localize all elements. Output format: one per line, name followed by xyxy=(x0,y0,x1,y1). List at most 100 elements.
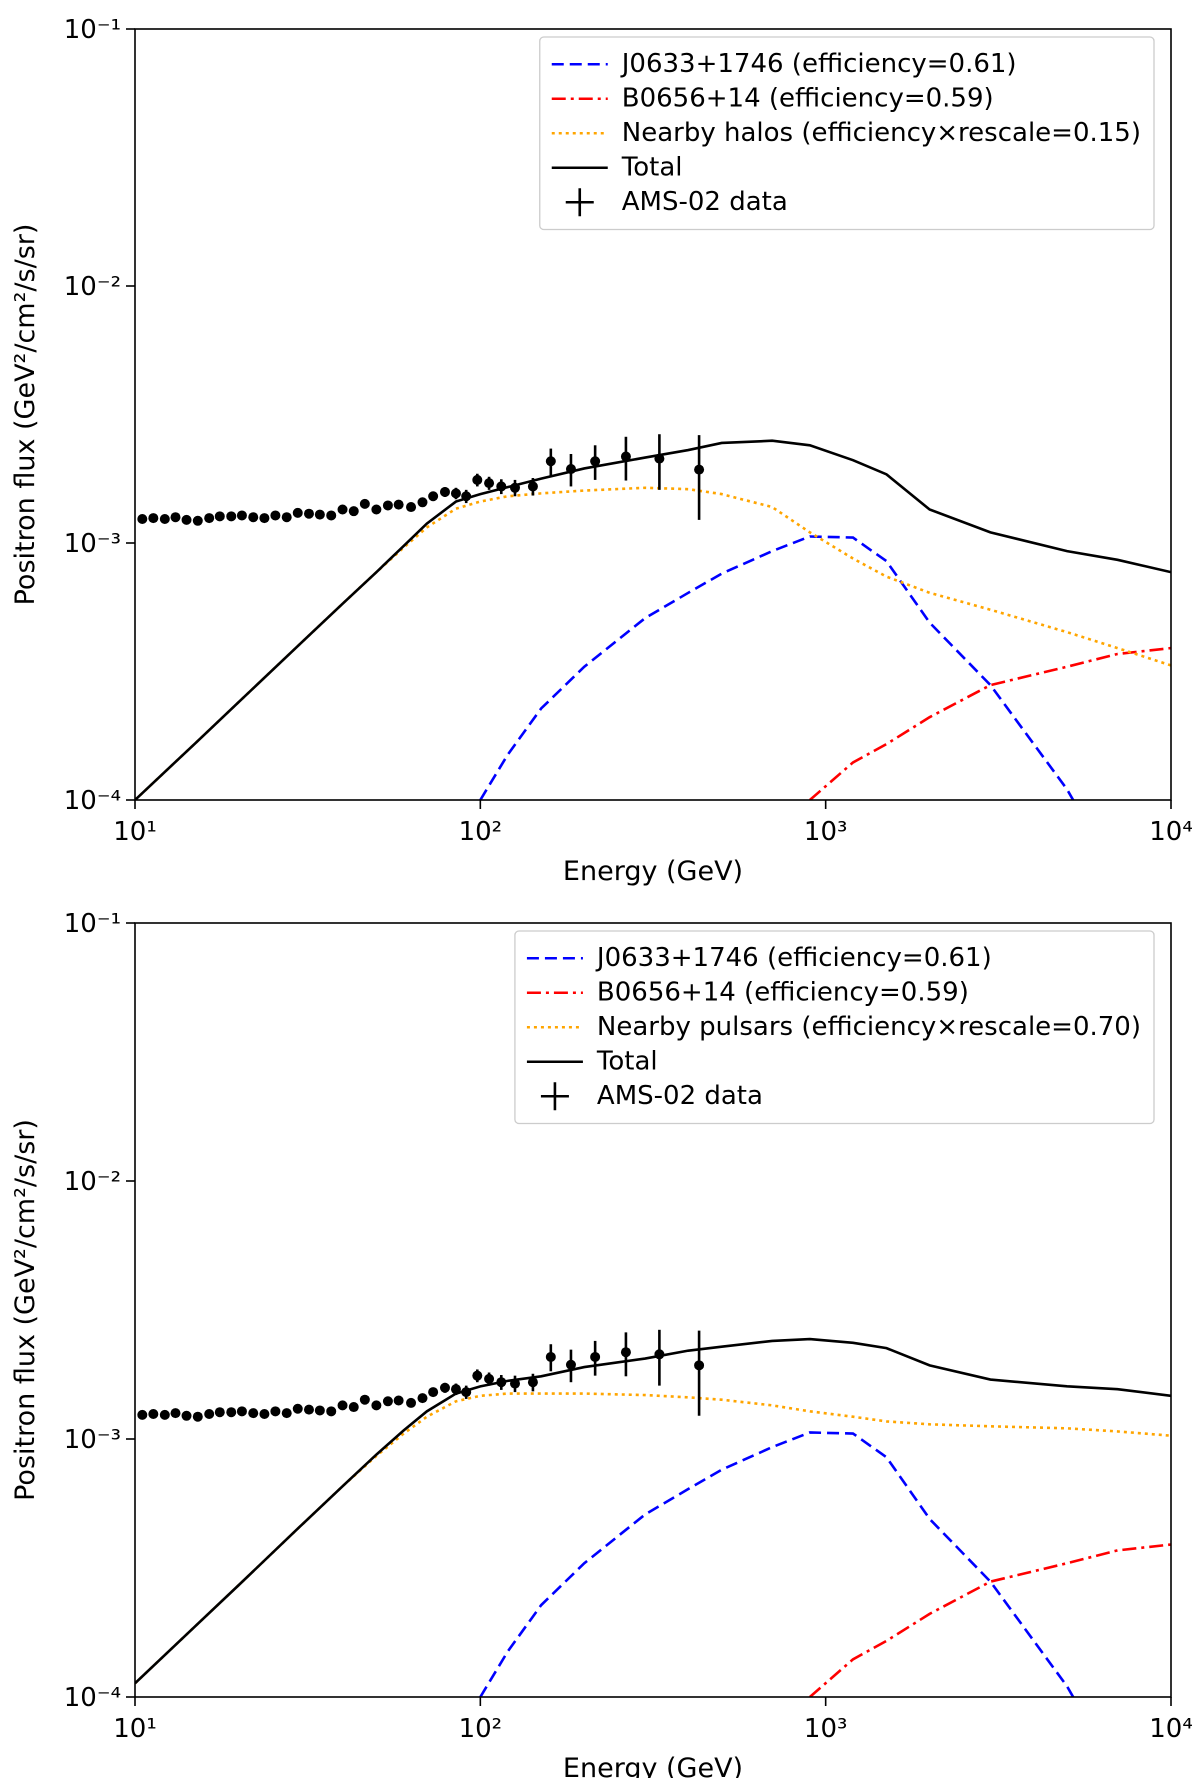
x-tick-label: 10⁴ xyxy=(1149,1714,1193,1744)
chart: 10¹ 10² 10³ 10⁴ 10⁻⁴ 10⁻³ 10⁻² 10⁻¹ Energy (GeV)… xyxy=(10,909,1193,1782)
legend: J0633+1746 (efficiency=0.61) B0656+14 (ef… xyxy=(539,36,1155,231)
data-point xyxy=(382,1396,393,1407)
series-line xyxy=(809,646,1171,800)
data-point xyxy=(406,1397,417,1408)
data-point xyxy=(359,1394,370,1405)
data-point xyxy=(248,512,259,523)
data-point xyxy=(181,1410,192,1421)
x-axis-label: Energy (GeV) xyxy=(563,1753,743,1778)
data-point xyxy=(590,1351,601,1362)
data-point xyxy=(348,506,359,517)
y-axis-label: Positron flux (GeV²/cm²/s/sr) xyxy=(10,224,41,606)
data-point xyxy=(292,507,303,518)
y-tick-label: 10⁻⁴ xyxy=(64,1683,121,1713)
y-tick-label: 10⁻¹ xyxy=(64,15,121,45)
x-tick-label: 10³ xyxy=(804,817,848,847)
data-point xyxy=(348,1402,359,1413)
data-point xyxy=(192,515,203,526)
data-point xyxy=(428,491,439,502)
data-point xyxy=(148,513,159,524)
series-line xyxy=(135,486,1171,800)
series-line xyxy=(809,1543,1171,1697)
data-point xyxy=(326,510,337,521)
legend-label: B0656+14 (efficiency=0.59) xyxy=(622,83,994,113)
y-tick-label: 10⁻³ xyxy=(64,1425,121,1455)
data-point xyxy=(192,1411,203,1422)
data-point xyxy=(314,509,325,520)
data-point xyxy=(236,1406,247,1417)
data-point xyxy=(259,1408,270,1419)
y-tick-label: 10⁻² xyxy=(64,272,121,302)
data-point xyxy=(204,1408,215,1419)
data-point xyxy=(620,451,631,462)
data-point xyxy=(450,1384,461,1395)
plot-frame xyxy=(134,28,1172,801)
series-line xyxy=(135,439,1171,800)
data-point xyxy=(484,478,495,489)
data-point xyxy=(292,1403,303,1414)
legend-label: J0633+1746 (efficiency=0.61) xyxy=(595,943,992,973)
data-point xyxy=(248,1408,259,1419)
data-point xyxy=(281,512,292,523)
x-tick-label: 10¹ xyxy=(113,817,157,847)
data-point xyxy=(371,504,382,515)
data-point xyxy=(236,510,247,521)
legend-entry: B0656+14 (efficiency=0.59) xyxy=(551,83,994,113)
legend-label: AMS-02 data xyxy=(622,187,788,217)
legend-entry: Total xyxy=(551,152,683,182)
plot-area xyxy=(135,434,1171,800)
data-point xyxy=(428,1387,439,1398)
legend-entry: AMS-02 data xyxy=(565,187,788,217)
y-axis-label: Positron flux (GeV²/cm²/s/sr) xyxy=(10,1119,41,1501)
x-tick-label: 10² xyxy=(459,1714,503,1744)
data-point xyxy=(170,1408,181,1419)
data-point xyxy=(314,1405,325,1416)
x-tick-label: 10² xyxy=(459,817,503,847)
data-point xyxy=(439,1382,450,1393)
legend-label: Total xyxy=(596,1046,658,1076)
data-point xyxy=(654,453,665,464)
legend-box xyxy=(539,36,1155,231)
data-point xyxy=(181,514,192,525)
data-point xyxy=(270,1406,281,1417)
data-point xyxy=(281,1408,292,1419)
data-point xyxy=(214,1407,225,1418)
data-point xyxy=(137,513,148,524)
x-tick-label: 10³ xyxy=(804,1714,848,1744)
legend-entry: AMS-02 data xyxy=(540,1081,763,1111)
data-point xyxy=(450,488,461,499)
data-point xyxy=(417,1393,428,1404)
data-point xyxy=(159,513,170,524)
y-tick-label: 10⁻³ xyxy=(64,529,121,559)
legend-label: J0633+1746 (efficiency=0.61) xyxy=(620,49,1017,79)
data-point xyxy=(303,508,314,519)
y-tick-label: 10⁻¹ xyxy=(64,909,121,939)
data-point xyxy=(527,481,538,492)
legend-label: AMS-02 data xyxy=(597,1081,763,1111)
data-point xyxy=(565,1359,576,1370)
data-point xyxy=(326,1406,337,1417)
data-point xyxy=(259,513,270,524)
data-point xyxy=(204,513,215,524)
legend-entry: B0656+14 (efficiency=0.59) xyxy=(526,977,969,1007)
data-point xyxy=(417,497,428,508)
legend-label: B0656+14 (efficiency=0.59) xyxy=(597,977,969,1007)
data-point xyxy=(509,1378,520,1389)
data-point xyxy=(694,1360,705,1371)
x-axis-label: Energy (GeV) xyxy=(563,856,743,887)
data-point xyxy=(545,1351,556,1362)
x-tick-label: 10¹ xyxy=(113,1714,157,1744)
series-line xyxy=(479,1431,1075,1697)
plot-area xyxy=(135,1329,1171,1697)
legend-box xyxy=(514,930,1155,1125)
legend-label: Nearby halos (efficiency×rescale=0.15) xyxy=(622,118,1141,148)
data-point xyxy=(565,464,576,475)
legend-entry: Total xyxy=(526,1046,658,1076)
data-point xyxy=(406,502,417,513)
data-point xyxy=(654,1349,665,1360)
data-point xyxy=(359,498,370,509)
data-point xyxy=(439,486,450,497)
legend-label: Total xyxy=(621,152,683,182)
series-line xyxy=(135,1392,1171,1685)
